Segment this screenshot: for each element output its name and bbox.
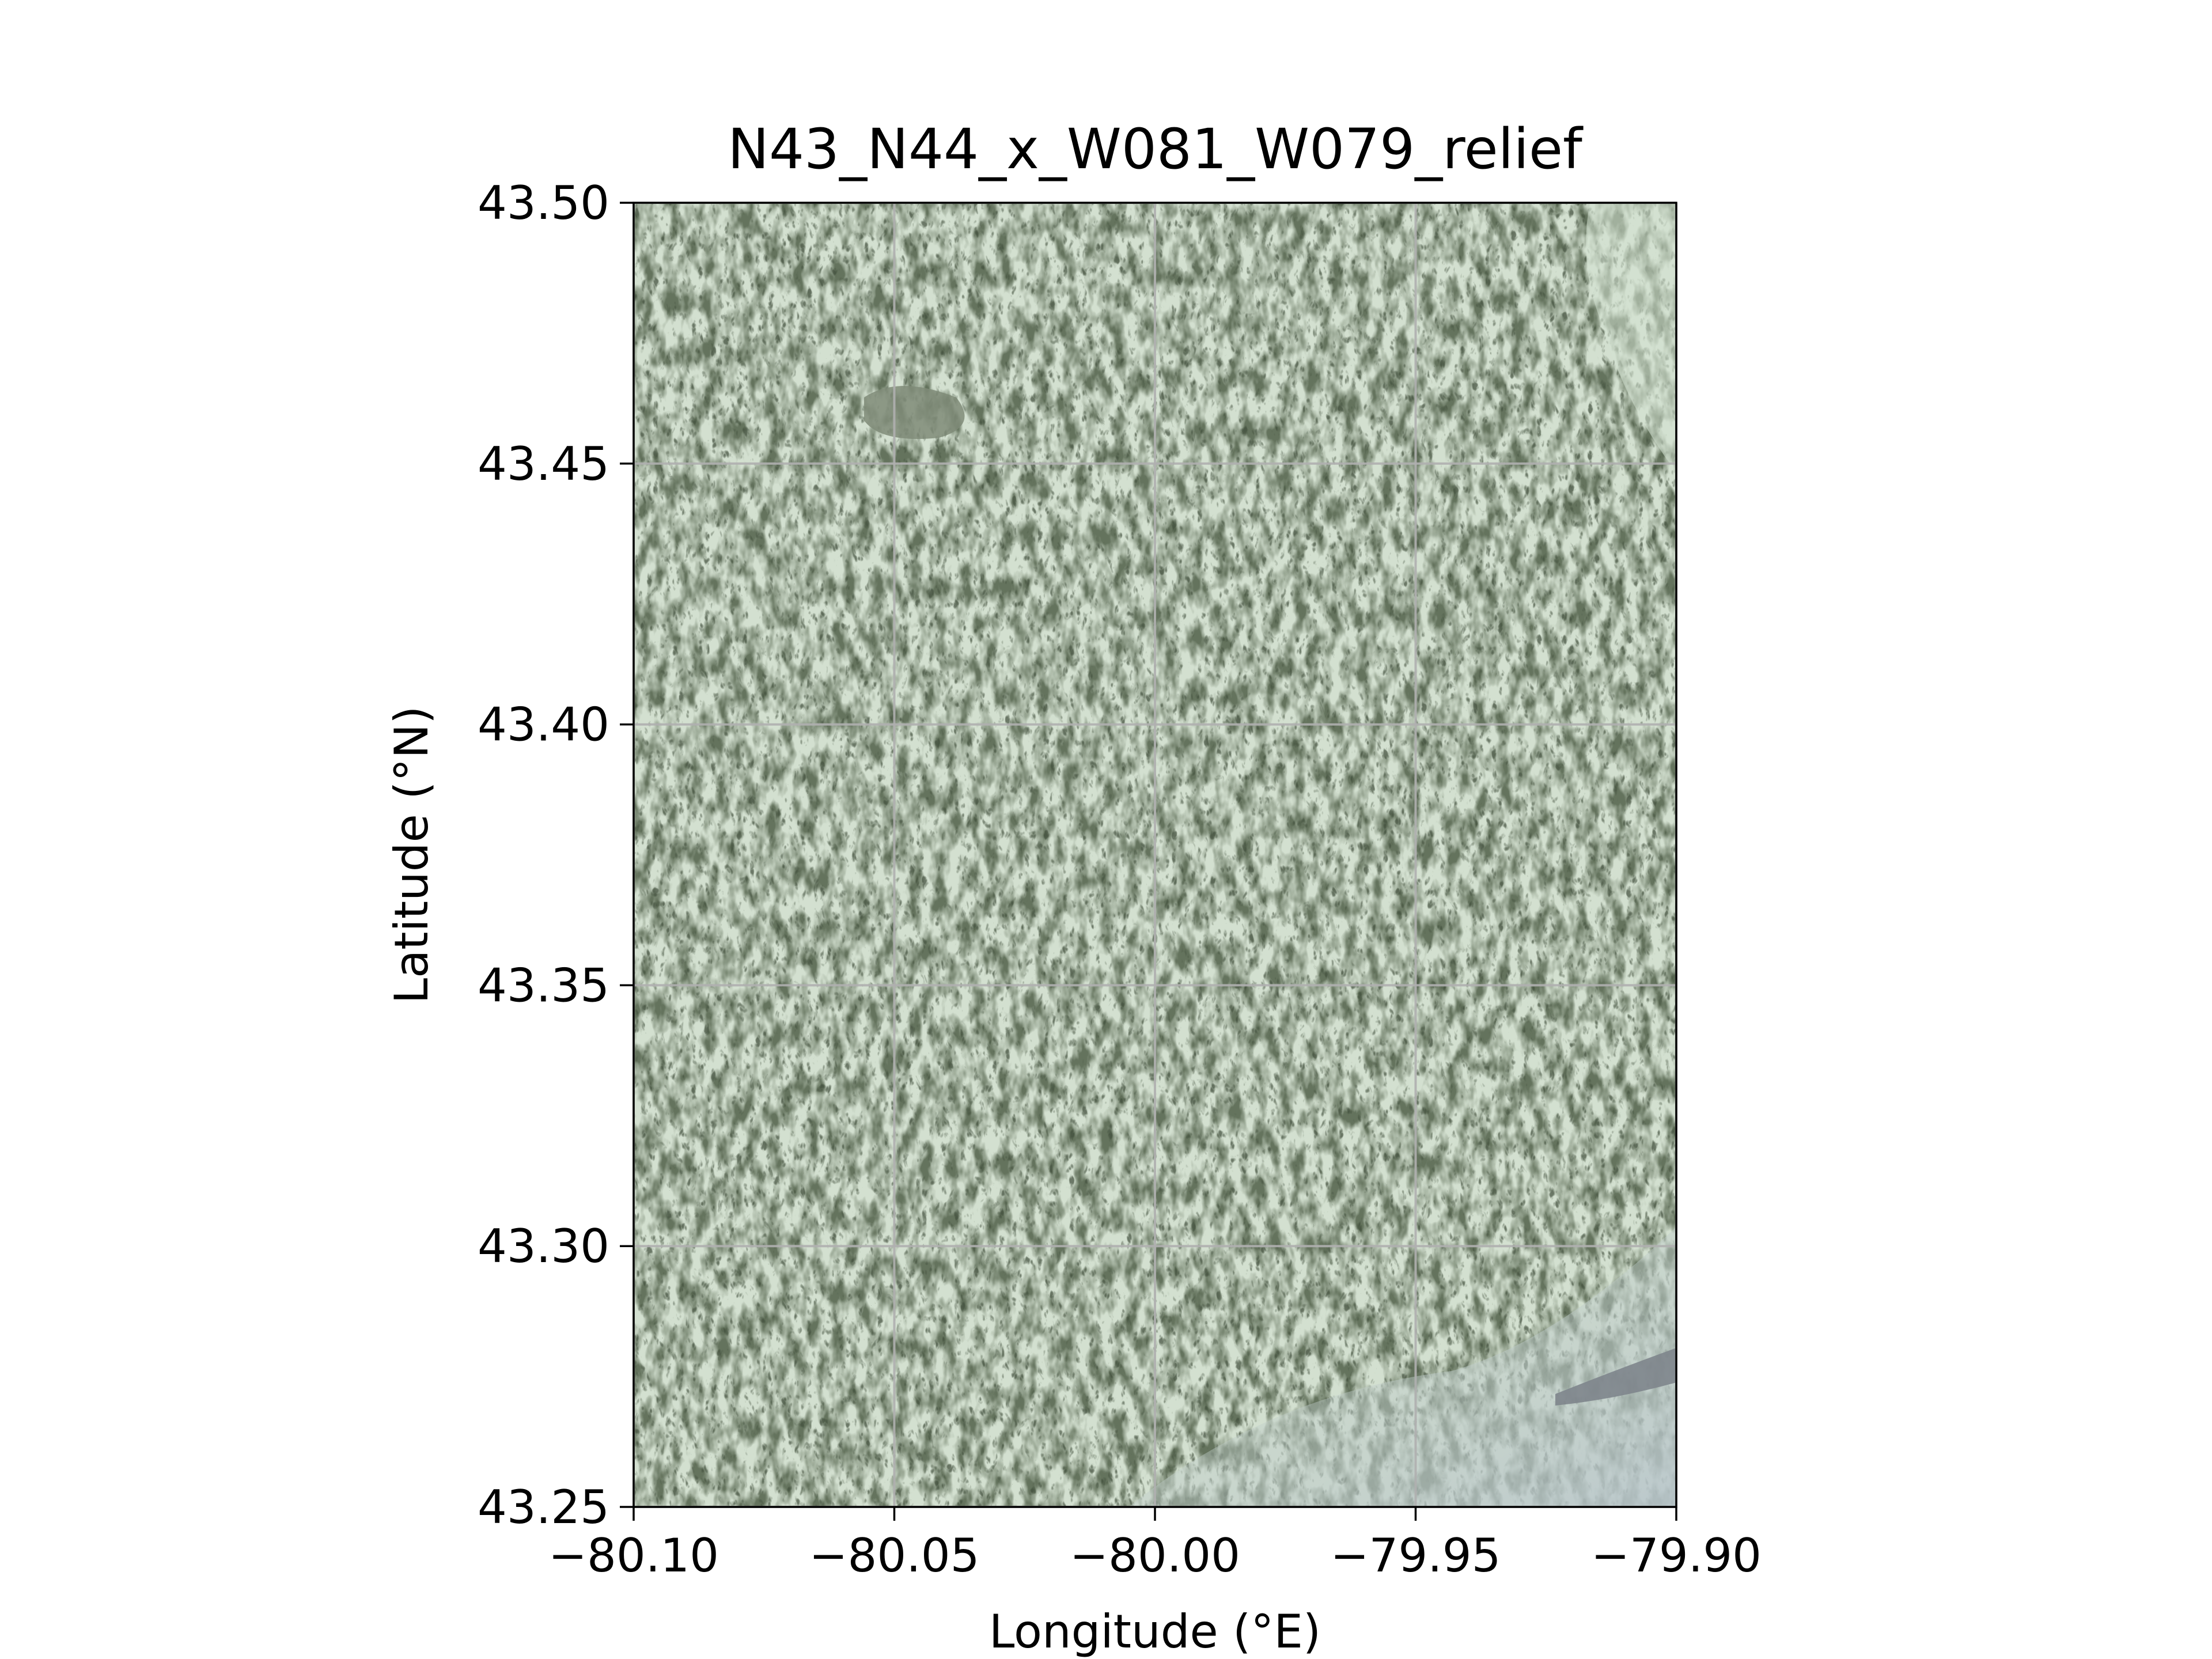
x-tick-label: −79.95 — [1330, 1529, 1501, 1582]
y-axis-ticks: 43.25 43.30 43.35 43.40 43.45 43.50 — [478, 176, 634, 1534]
water-body-north — [864, 386, 965, 439]
x-tick-label: −80.05 — [809, 1529, 979, 1582]
y-tick-label: 43.35 — [478, 959, 609, 1012]
y-tick-label: 43.25 — [478, 1480, 609, 1534]
x-tick-label: −80.10 — [548, 1529, 719, 1582]
water-body-southeast — [1555, 1348, 1676, 1406]
x-axis-ticks: −80.10 −80.05 −80.00 −79.95 −79.90 — [548, 1507, 1762, 1582]
y-tick-label: 43.40 — [478, 698, 609, 752]
y-axis-label: Latitude (°N) — [385, 706, 438, 1004]
lowland-southeast — [1129, 1227, 1676, 1507]
y-tick-label: 43.45 — [478, 437, 609, 491]
x-tick-label: −79.90 — [1591, 1529, 1762, 1582]
x-tick-label: −80.00 — [1070, 1529, 1240, 1582]
y-tick-label: 43.30 — [478, 1219, 609, 1273]
y-tick-label: 43.50 — [478, 176, 609, 230]
map-title: N43_N44_x_W081_W079_relief — [728, 117, 1584, 181]
escarpment-northeast — [1586, 203, 1676, 472]
x-axis-label: Longitude (°E) — [989, 1605, 1321, 1658]
